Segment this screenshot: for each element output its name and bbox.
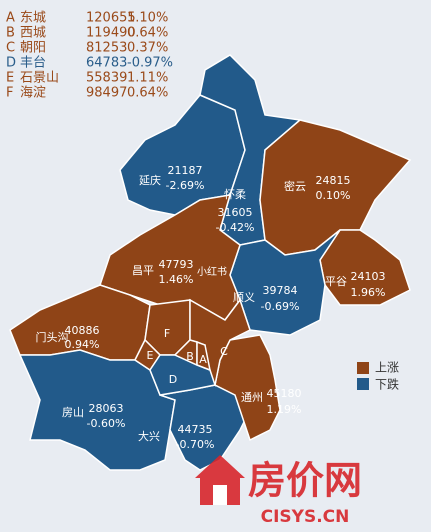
summary-name: 朝阳 — [20, 41, 46, 56]
legend-down: 下跌 — [375, 377, 399, 392]
district-price: 44735 — [178, 423, 213, 436]
small-label: E — [147, 349, 154, 362]
legend-swatch-down — [357, 378, 369, 390]
district-name: 延庆 — [139, 173, 161, 187]
district-name: 昌平 — [132, 264, 154, 277]
district-change: 0.10% — [316, 189, 351, 202]
small-label: A — [199, 353, 207, 366]
watermark-note: 小红书 — [197, 265, 227, 278]
district-name: 大兴 — [138, 429, 160, 443]
summary-price: 55839 — [86, 71, 127, 86]
summary-price: 120655 — [86, 11, 136, 26]
district-price: 21187 — [168, 164, 203, 177]
summary-change: 0.64% — [127, 86, 168, 101]
district-change: 0.94% — [65, 338, 100, 351]
summary-name: 石景山 — [20, 71, 59, 86]
district-change: 1.46% — [159, 273, 194, 286]
district-change: 1.96% — [351, 286, 386, 299]
district-change: -0.69% — [261, 300, 300, 313]
district-price: 47793 — [159, 258, 194, 271]
summary-price: 98497 — [86, 86, 127, 101]
region-changping — [99, 194, 241, 321]
watermark-url: CISYS.CN — [261, 507, 350, 527]
summary-change: 0.64% — [127, 26, 168, 41]
small-label: B — [186, 350, 194, 363]
summary-letter: B — [6, 26, 15, 41]
district-name: 门头沟 — [36, 330, 69, 344]
district-change: 1.19% — [267, 403, 302, 416]
district-name: 平谷 — [325, 275, 347, 288]
district-price: 28063 — [89, 402, 124, 415]
district-name: 通州 — [241, 391, 263, 404]
summary-change: 0.37% — [127, 41, 168, 56]
district-price: 24103 — [351, 270, 386, 283]
summary-name: 东城 — [20, 11, 46, 26]
summary-letter: F — [6, 86, 13, 101]
district-name: 房山 — [62, 406, 84, 419]
region-dongcheng — [196, 340, 212, 372]
legend-up: 上涨 — [375, 360, 399, 375]
summary-change: 1.10% — [127, 11, 168, 26]
summary-change: -0.97% — [127, 56, 173, 71]
watermark-site: 房价网 — [248, 459, 362, 503]
summary-letter: D — [6, 56, 16, 71]
district-change: -0.70% — [176, 438, 215, 451]
district-price: 45180 — [267, 387, 302, 400]
district-change: -0.60% — [87, 417, 126, 430]
summary-change: 1.11% — [127, 71, 168, 86]
summary-letter: E — [6, 71, 14, 86]
summary-name: 西城 — [20, 26, 46, 41]
small-label: C — [220, 345, 228, 358]
district-change: -0.42% — [216, 221, 255, 234]
summary-price: 64783 — [86, 56, 127, 71]
watermark-icon — [195, 455, 245, 505]
small-label: D — [169, 373, 177, 386]
summary-name: 丰台 — [20, 56, 46, 71]
legend-swatch-up — [357, 362, 369, 374]
district-price: 40886 — [65, 324, 100, 337]
district-change: -2.69% — [166, 179, 205, 192]
district-name: 密云 — [284, 179, 306, 193]
district-price: 31605 — [218, 206, 253, 219]
summary-price: 81253 — [86, 41, 127, 56]
district-name: 顺义 — [233, 291, 255, 304]
regions — [9, 54, 412, 471]
summary-letter: C — [6, 41, 15, 56]
summary-letter: A — [6, 11, 15, 26]
district-name: 怀柔 — [224, 188, 246, 201]
summary-name: 海淀 — [20, 86, 46, 101]
district-price: 39784 — [263, 284, 298, 297]
summary-price: 119490 — [86, 26, 136, 41]
district-price: 24815 — [316, 174, 351, 187]
small-label: F — [164, 327, 170, 340]
